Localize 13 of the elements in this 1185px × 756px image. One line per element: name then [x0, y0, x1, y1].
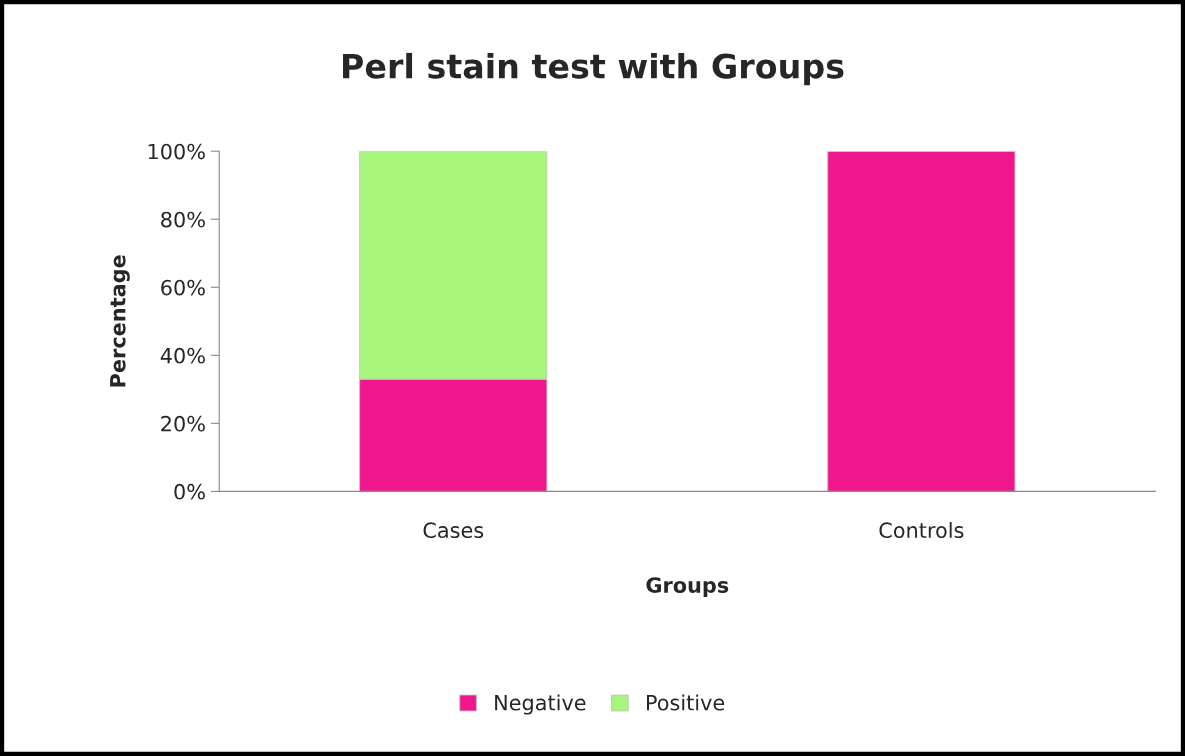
- x-axis-title: Groups: [646, 577, 729, 597]
- legend-label: Negative: [495, 694, 586, 715]
- y-tick-label: 0%: [174, 483, 205, 500]
- x-tick-label: Controls: [879, 521, 964, 539]
- y-tick-label: 80%: [161, 211, 205, 228]
- chart-title: Perl stain test with Groups: [343, 52, 844, 86]
- x-tick-label: Cases: [423, 522, 484, 539]
- y-tick-label: 40%: [160, 347, 205, 364]
- y-tick-label: 20%: [161, 415, 205, 432]
- legend-label: Positive: [646, 694, 725, 711]
- y-tick-label: 60%: [161, 279, 205, 296]
- y-axis-title: Percentage: [110, 255, 130, 387]
- y-tick-label: 100%: [148, 143, 205, 160]
